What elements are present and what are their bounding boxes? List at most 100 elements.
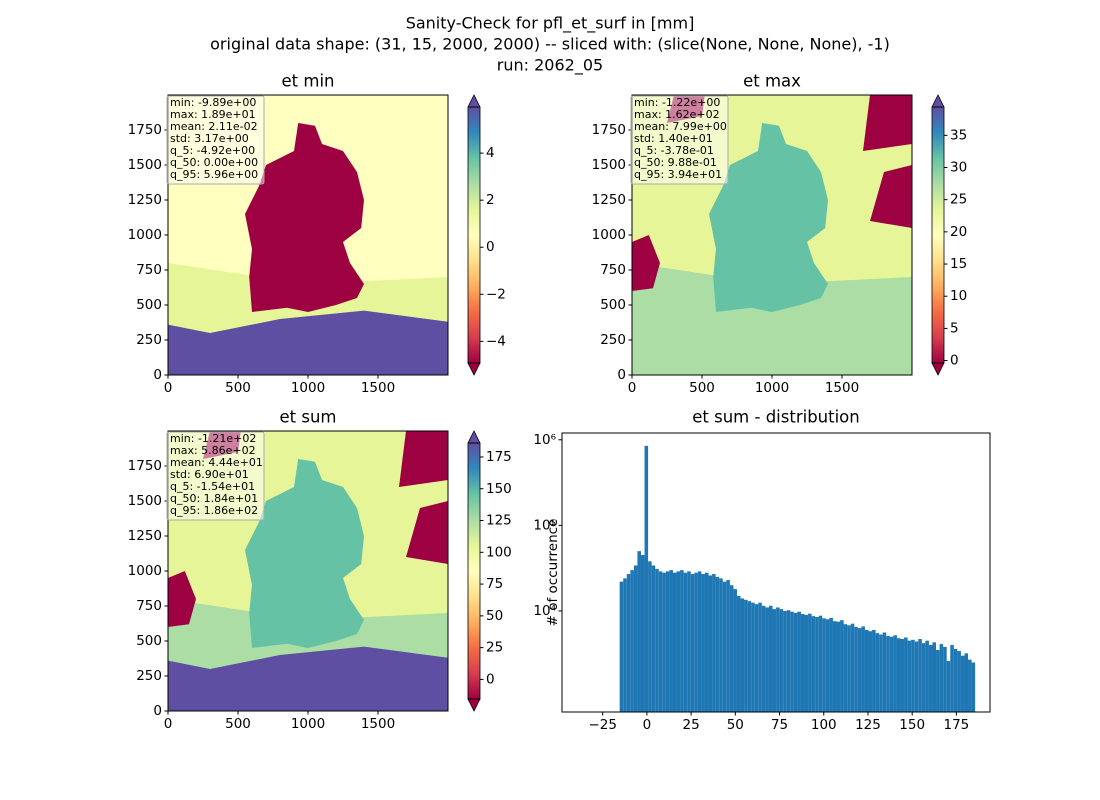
x-tick-label: 500 — [225, 716, 251, 732]
x-tick-label: 100 — [811, 717, 837, 733]
bar — [957, 651, 961, 712]
bar — [882, 632, 887, 712]
map-band — [168, 310, 448, 375]
stats-line: q_95: 1.86e+02 — [170, 504, 258, 517]
y-tick-label: 1500 — [128, 157, 162, 173]
bar — [786, 610, 791, 712]
stats-line: q_5: -3.78e-01 — [634, 144, 714, 157]
colorbar-frame — [931, 106, 945, 364]
bar — [907, 640, 912, 712]
bar — [815, 617, 819, 712]
colorbar-tick-label: 175 — [486, 449, 512, 465]
x-tick-label: 0 — [164, 716, 173, 732]
colorbar-tick-label: 30 — [950, 159, 967, 175]
bar — [939, 644, 944, 712]
bar — [932, 642, 937, 712]
bar — [818, 615, 823, 712]
stats-line: q_5: -4.92e+00 — [170, 144, 255, 157]
bar — [655, 568, 659, 712]
y-tick-label: 1250 — [128, 528, 162, 544]
bar — [829, 617, 833, 712]
colorbar-frame — [467, 106, 481, 364]
map-patch — [863, 95, 912, 151]
bar — [765, 607, 769, 712]
colorbar-tick-label: 4 — [486, 145, 495, 161]
bar — [928, 645, 933, 712]
suptitle-line: run: 2062_05 — [497, 56, 603, 76]
stats-line: mean: 2.11e-02 — [170, 120, 258, 133]
bar — [893, 635, 897, 712]
bar — [857, 628, 862, 712]
bar — [758, 602, 762, 712]
bar — [662, 572, 666, 712]
map-patch — [406, 501, 448, 564]
y-tick-label: 1250 — [592, 192, 626, 208]
bar — [648, 561, 652, 712]
bar — [904, 637, 908, 712]
bar — [633, 565, 638, 712]
map-image — [632, 95, 912, 375]
x-tick-label: 50 — [727, 717, 744, 733]
stats-line: min: -1.21e+02 — [170, 432, 256, 445]
y-tick-label: 1000 — [128, 563, 162, 579]
colorbar-tick-label: 25 — [486, 640, 503, 656]
colorbar-tick-label: 10 — [950, 288, 967, 304]
bar — [847, 625, 851, 712]
y-tick-label: 250 — [136, 668, 162, 684]
y-tick-label: 1500 — [128, 493, 162, 509]
bar — [640, 555, 645, 712]
bar — [925, 640, 929, 712]
x-tick-label: 0 — [628, 380, 637, 396]
stats-box — [166, 431, 265, 521]
bar — [783, 610, 787, 712]
bar — [968, 659, 972, 712]
bar — [687, 571, 691, 712]
bar — [914, 641, 919, 712]
bar — [832, 621, 837, 712]
bar — [722, 581, 727, 712]
bar — [971, 662, 976, 712]
x-tick-label: 0 — [164, 380, 173, 396]
bar — [843, 624, 848, 712]
bar — [854, 626, 858, 712]
bar — [776, 607, 780, 712]
bar — [701, 574, 705, 712]
stats-line: max: 5.86e+02 — [170, 444, 256, 457]
stats-line: min: -1.22e+00 — [634, 96, 720, 109]
bar — [896, 638, 901, 712]
y-tick-label: 1250 — [128, 192, 162, 208]
y-tick-label: 250 — [600, 332, 626, 348]
stats-box — [630, 95, 729, 185]
bar — [804, 614, 809, 712]
y-tick-label: 500 — [136, 633, 162, 649]
stats-line: std: 3.17e+00 — [170, 132, 249, 145]
axes-title: et max — [743, 72, 801, 91]
x-tick-label: 150 — [899, 717, 925, 733]
colorbar-tick-label: 0 — [950, 353, 959, 369]
x-tick-label: 0 — [643, 717, 652, 733]
x-tick-label: 1500 — [361, 380, 395, 396]
map-image — [168, 95, 448, 375]
y-tick-label: 1500 — [592, 157, 626, 173]
x-tick-label: 500 — [225, 380, 251, 396]
bar — [768, 605, 773, 712]
map-patch — [870, 165, 912, 228]
map-country — [245, 459, 364, 648]
bar — [715, 576, 720, 712]
bar — [740, 598, 745, 712]
suptitle-line: original data shape: (31, 15, 2000, 2000… — [210, 35, 890, 54]
colorbar-extend-bottom — [467, 362, 481, 376]
bar — [619, 581, 624, 712]
y-tick-label: 500 — [136, 297, 162, 313]
map-country — [709, 123, 828, 312]
x-tick-label: 1500 — [825, 380, 859, 396]
colorbar-frame — [467, 442, 481, 700]
colorbar-extend-bottom — [931, 362, 945, 376]
bar — [761, 605, 766, 712]
colorbar-extend-top — [467, 430, 481, 444]
bar — [772, 609, 777, 712]
colorbar-tick-label: −4 — [486, 333, 506, 349]
bar — [864, 629, 869, 712]
bar — [665, 571, 670, 712]
